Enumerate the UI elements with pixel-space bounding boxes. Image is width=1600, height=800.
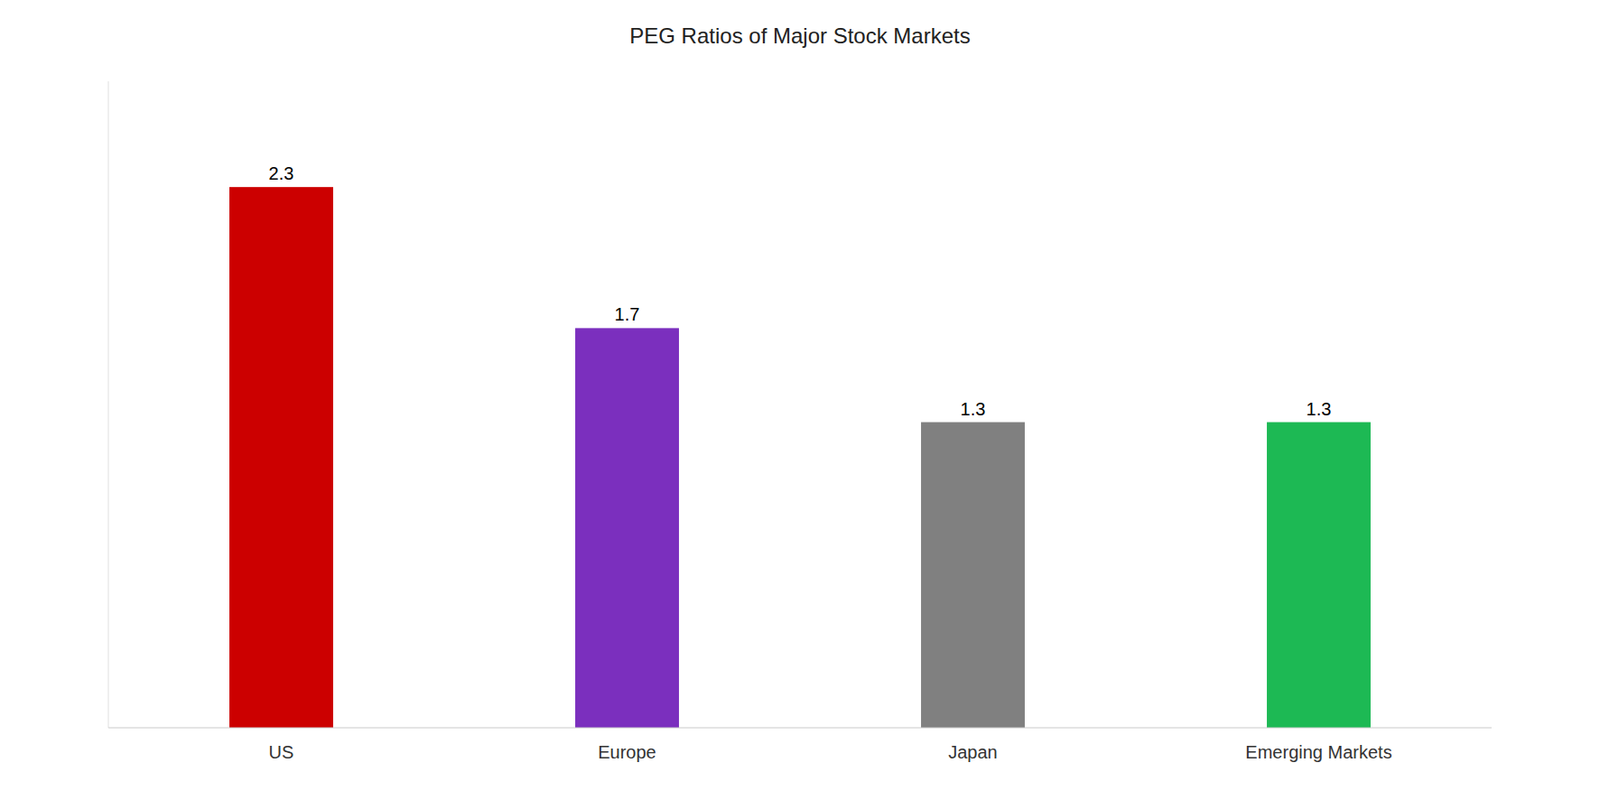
background [0, 0, 1600, 800]
x-tick-label: Europe [597, 742, 657, 763]
x-tick-label: Emerging Markets [1245, 742, 1392, 763]
data-labels: 2.3 1.7 1.3 1.3 [269, 163, 1332, 419]
data-label: 1.3 [960, 399, 987, 419]
chart-title: PEG Ratios of Major Stock Markets [629, 23, 970, 48]
data-label: 1.7 [614, 304, 641, 325]
x-tick-labels: US Europe Japan Emerging Markets [269, 742, 1393, 763]
data-label: 2.3 [269, 163, 295, 184]
data-label: 1.3 [1306, 399, 1332, 419]
x-tick-label: Japan [948, 742, 998, 763]
bar [575, 327, 680, 728]
y-axis-line [108, 81, 110, 728]
bar [1266, 422, 1371, 728]
x-tick-label: US [269, 742, 295, 763]
bar [229, 186, 334, 728]
chart-container: PEG Ratios of Major Stock Markets 2.3 1.7 1… [0, 0, 1600, 800]
bar [920, 422, 1025, 728]
bars [229, 186, 1371, 728]
chart-svg: PEG Ratios of Major Stock Markets 2.3 1.7 1… [0, 0, 1600, 800]
x-axis-line [108, 726, 1492, 728]
